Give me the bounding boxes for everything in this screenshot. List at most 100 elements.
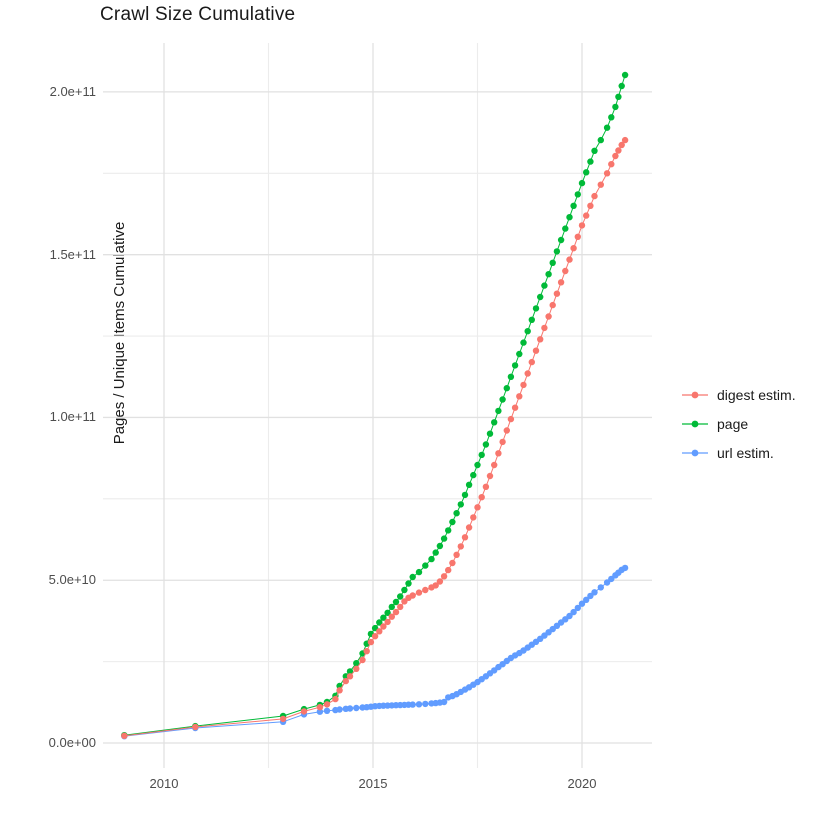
data-point (520, 381, 527, 389)
data-point (323, 707, 331, 714)
data-point (528, 316, 535, 323)
data-point (587, 592, 594, 600)
data-point (380, 614, 387, 621)
series-url-estim (121, 564, 629, 740)
data-point (541, 324, 548, 332)
data-point (591, 192, 598, 200)
data-point (465, 481, 473, 488)
data-point (591, 589, 598, 596)
data-point (612, 103, 619, 111)
data-point (436, 542, 444, 550)
data-point (474, 461, 481, 469)
data-point (603, 579, 611, 586)
data-point (520, 339, 527, 346)
data-point (557, 279, 565, 286)
data-point (566, 214, 573, 221)
data-point (587, 202, 594, 209)
y-tick-label: 1.0e+11 (49, 409, 96, 425)
y-tick-label: 5.0e+10 (48, 572, 96, 588)
data-point (346, 673, 354, 680)
data-point (380, 623, 387, 630)
data-point (545, 271, 552, 278)
data-point (409, 701, 416, 708)
data-point (371, 633, 379, 640)
data-point (495, 450, 502, 457)
data-point (587, 158, 594, 165)
data-point (578, 179, 586, 187)
data-point (583, 212, 590, 219)
data-point (384, 609, 391, 616)
data-point (415, 589, 423, 596)
data-point (388, 603, 395, 611)
data-point (346, 705, 354, 712)
data-point (422, 586, 429, 594)
legend-key-digest-estim-icon (682, 391, 708, 398)
data-point (562, 267, 569, 275)
data-point (491, 461, 498, 469)
data-point (422, 700, 429, 708)
data-point (353, 704, 360, 712)
data-point (445, 566, 452, 574)
data-point (503, 427, 510, 434)
data-point (336, 706, 343, 713)
data-point (392, 598, 400, 606)
legend-item-page: page (681, 409, 796, 438)
data-point (445, 527, 452, 534)
data-point (486, 472, 494, 480)
data-point (583, 596, 590, 603)
data-point (511, 404, 519, 411)
data-point (570, 245, 577, 252)
data-point (440, 698, 448, 706)
data-point (432, 549, 439, 556)
data-point (591, 147, 598, 154)
y-tick-label: 1.5e+11 (49, 246, 96, 262)
data-point (449, 518, 456, 526)
data-point (482, 483, 490, 490)
data-point (409, 573, 416, 581)
data-point (491, 419, 498, 426)
data-point (511, 362, 519, 369)
data-point (562, 225, 569, 232)
data-point (541, 282, 548, 289)
y-tick-label: 0.0e+00 (48, 735, 96, 750)
data-point (353, 665, 360, 672)
data-point (574, 233, 581, 240)
data-point (537, 293, 544, 301)
data-point (528, 358, 535, 366)
data-point (608, 114, 615, 121)
data-point (597, 181, 604, 188)
data-point (507, 415, 515, 423)
x-tick-label: 2010 (149, 776, 179, 791)
data-point (537, 336, 544, 343)
data-point (532, 347, 540, 354)
data-point (388, 613, 395, 620)
data-point (621, 71, 629, 79)
data-point (332, 695, 339, 703)
data-point (279, 715, 287, 723)
data-point (401, 598, 408, 605)
data-point (401, 586, 408, 594)
data-point (574, 604, 581, 612)
data-point (549, 259, 556, 266)
data-point (499, 438, 506, 446)
data-point (376, 619, 383, 626)
data-point (612, 152, 619, 160)
x-tick-label: 2015 (358, 776, 388, 791)
legend-key-url-estim-icon (682, 449, 708, 456)
legend-item-digest-estim: digest estim. (681, 380, 796, 409)
data-point (615, 93, 622, 101)
legend-label: page (717, 415, 749, 432)
data-point (503, 385, 510, 392)
series-page (121, 71, 629, 739)
data-point (524, 328, 531, 335)
data-point (392, 608, 400, 616)
data-point (608, 575, 615, 583)
data-point (346, 668, 354, 675)
y-tick-label: 2.0e+11 (49, 83, 96, 99)
data-point (603, 124, 611, 131)
data-point (409, 592, 416, 599)
data-point (597, 584, 604, 591)
data-point (470, 471, 477, 479)
data-point (478, 494, 485, 501)
data-point (440, 573, 448, 580)
